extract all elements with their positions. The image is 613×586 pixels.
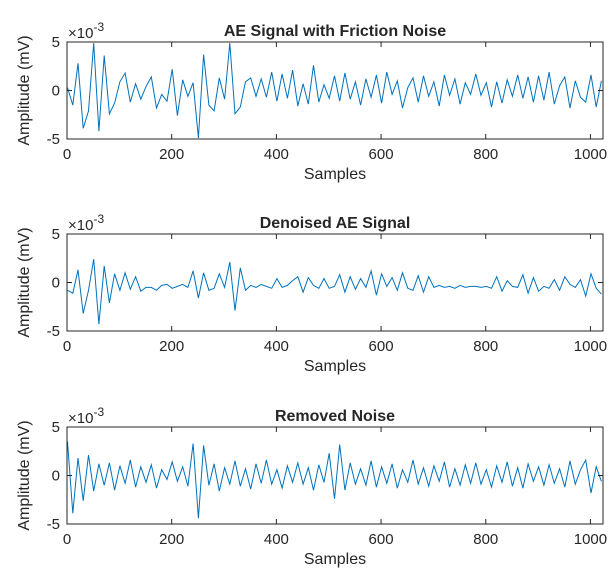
y-exponent-label: ×10-3: [68, 20, 104, 42]
x-tick-label: 1000: [574, 531, 607, 548]
chart-title: Removed Noise: [275, 408, 395, 425]
y-exponent-label: ×10-3: [68, 212, 104, 234]
x-tick-label: 0: [63, 338, 71, 355]
x-tick-label: 800: [473, 338, 498, 355]
x-tick-label: 800: [473, 531, 498, 548]
y-axis-label: Amplitude (mV): [16, 35, 33, 145]
x-tick-label: 200: [159, 531, 184, 548]
y-tick-label: -5: [47, 516, 60, 533]
chart-title: AE Signal with Friction Noise: [224, 23, 446, 40]
y-tick-label: 0: [52, 275, 60, 292]
x-tick-label: 1000: [574, 338, 607, 355]
y-tick-label: 5: [52, 419, 60, 436]
y-tick-label: 5: [52, 34, 60, 51]
y-tick-label: 0: [52, 83, 60, 100]
y-tick-label: -5: [47, 323, 60, 340]
series-line-1: [67, 259, 602, 325]
x-tick-label: 200: [159, 338, 184, 355]
y-axis-label: Amplitude (mV): [16, 420, 33, 530]
x-tick-label: 1000: [574, 146, 607, 163]
y-exponent-label: ×10-3: [68, 405, 104, 427]
x-tick-label: 200: [159, 146, 184, 163]
x-axis-label: Samples: [304, 551, 366, 568]
x-axis-label: Samples: [304, 166, 366, 183]
chart-panel-2: 0 200 400 600 800 1000-505×10-3 Denoised AE Si…: [16, 212, 607, 375]
chart-panel-1: 0 200 400 600 800 1000-505×10-3 AE Signal with…: [16, 20, 607, 183]
x-tick-label: 600: [369, 146, 394, 163]
axes-box: [66, 426, 604, 525]
x-tick-label: 400: [264, 146, 289, 163]
x-tick-label: 400: [264, 531, 289, 548]
series-line-1: [67, 441, 602, 519]
x-tick-label: 0: [63, 531, 71, 548]
x-axis-label: Samples: [304, 358, 366, 375]
y-axis-label: Amplitude (mV): [16, 227, 33, 337]
chart-panel-3: 0 200 400 600 800 1000-505×10-3 Removed NoiseS…: [16, 405, 607, 568]
x-tick-label: 800: [473, 146, 498, 163]
x-tick-label: 600: [369, 338, 394, 355]
x-tick-label: 600: [369, 531, 394, 548]
axes-box: [66, 233, 604, 332]
y-tick-label: 0: [52, 468, 60, 485]
axes-box: [66, 41, 604, 140]
x-tick-label: 400: [264, 338, 289, 355]
series-line-1: [67, 42, 602, 139]
chart-title: Denoised AE Signal: [260, 215, 411, 232]
y-tick-label: -5: [47, 131, 60, 148]
y-tick-label: 5: [52, 226, 60, 243]
x-tick-label: 0: [63, 146, 71, 163]
